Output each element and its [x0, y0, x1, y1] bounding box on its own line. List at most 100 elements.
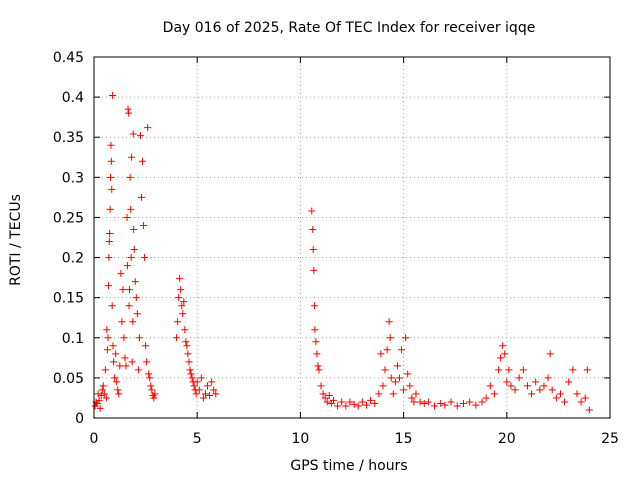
data-point: [398, 346, 406, 354]
data-point: [573, 390, 581, 398]
data-point: [96, 404, 104, 412]
data-point: [309, 225, 317, 233]
data-point: [188, 374, 196, 382]
plot-frame: [93, 56, 611, 419]
data-point: [127, 205, 135, 213]
data-point: [129, 130, 137, 138]
data-point: [146, 374, 154, 382]
data-point: [501, 350, 509, 358]
data-point: [147, 382, 155, 390]
data-point: [130, 225, 138, 233]
data-point: [323, 398, 331, 406]
data-point: [350, 400, 358, 408]
y-tick-label: 0.05: [53, 371, 84, 387]
data-point: [377, 350, 385, 358]
data-point: [100, 390, 108, 398]
data-point: [325, 392, 333, 400]
data-point: [109, 342, 117, 350]
data-point: [212, 390, 220, 398]
data-point: [201, 390, 209, 398]
data-point: [111, 374, 119, 382]
data-point: [176, 274, 184, 282]
data-point: [507, 382, 515, 390]
data-point: [204, 382, 212, 390]
data-point: [490, 390, 498, 398]
data-point: [192, 390, 200, 398]
data-point: [577, 398, 585, 406]
data-point: [177, 286, 185, 294]
data-point: [132, 294, 140, 302]
data-point: [402, 334, 410, 342]
data-point: [412, 390, 420, 398]
data-point: [103, 326, 111, 334]
x-tick-label: 25: [601, 431, 619, 447]
data-point: [367, 396, 375, 404]
data-point: [583, 366, 591, 374]
data-point: [150, 394, 158, 402]
data-point: [395, 374, 403, 382]
data-point: [174, 318, 182, 326]
data-point: [197, 374, 205, 382]
data-point: [199, 394, 207, 402]
data-point: [499, 342, 507, 350]
data-point: [193, 378, 201, 386]
data-point: [437, 400, 445, 408]
data-point: [206, 392, 214, 400]
data-point: [114, 386, 122, 394]
data-point: [137, 193, 145, 201]
data-point: [108, 302, 116, 310]
data-point: [105, 238, 113, 246]
data-point: [375, 390, 383, 398]
y-tick-label: 0.35: [53, 130, 84, 146]
data-point: [112, 350, 120, 358]
data-point: [447, 398, 455, 406]
data-point: [581, 394, 589, 402]
data-point: [128, 358, 136, 366]
data-point: [113, 378, 121, 386]
data-point: [135, 334, 143, 342]
data-point: [404, 370, 412, 378]
data-point: [387, 374, 395, 382]
data-point: [145, 370, 153, 378]
data-point: [116, 362, 124, 370]
data-point: [141, 254, 149, 262]
data-point: [122, 362, 130, 370]
data-point: [127, 254, 135, 262]
data-point: [585, 406, 593, 414]
data-point: [104, 334, 112, 342]
data-point: [486, 382, 494, 390]
data-point: [95, 396, 103, 404]
data-point: [321, 394, 329, 402]
data-point: [546, 350, 554, 358]
data-point: [329, 396, 337, 404]
data-point: [505, 366, 513, 374]
data-point: [136, 132, 144, 140]
data-point: [140, 221, 148, 229]
data-point: [134, 366, 142, 374]
data-point: [312, 338, 320, 346]
data-point: [109, 92, 117, 100]
y-tick-label: 0.1: [62, 331, 84, 347]
data-point: [548, 386, 556, 394]
x-tick-label: 10: [291, 431, 309, 447]
y-axis-label: ROTI / TECUs: [8, 194, 24, 286]
data-point: [190, 382, 198, 390]
data-point: [472, 401, 480, 409]
data-point: [126, 173, 134, 181]
data-point: [208, 378, 216, 386]
data-point: [151, 390, 159, 398]
data-point: [310, 266, 318, 274]
data-point: [98, 386, 106, 394]
data-point: [317, 382, 325, 390]
data-point: [391, 378, 399, 386]
data-point: [115, 390, 123, 398]
data-point: [179, 310, 187, 318]
data-point: [561, 398, 569, 406]
data-point: [99, 382, 107, 390]
data-point: [121, 354, 129, 362]
y-tick-label: 0: [75, 411, 84, 427]
x-tick-label: 15: [395, 431, 413, 447]
data-point: [314, 362, 322, 370]
data-point: [131, 278, 139, 286]
